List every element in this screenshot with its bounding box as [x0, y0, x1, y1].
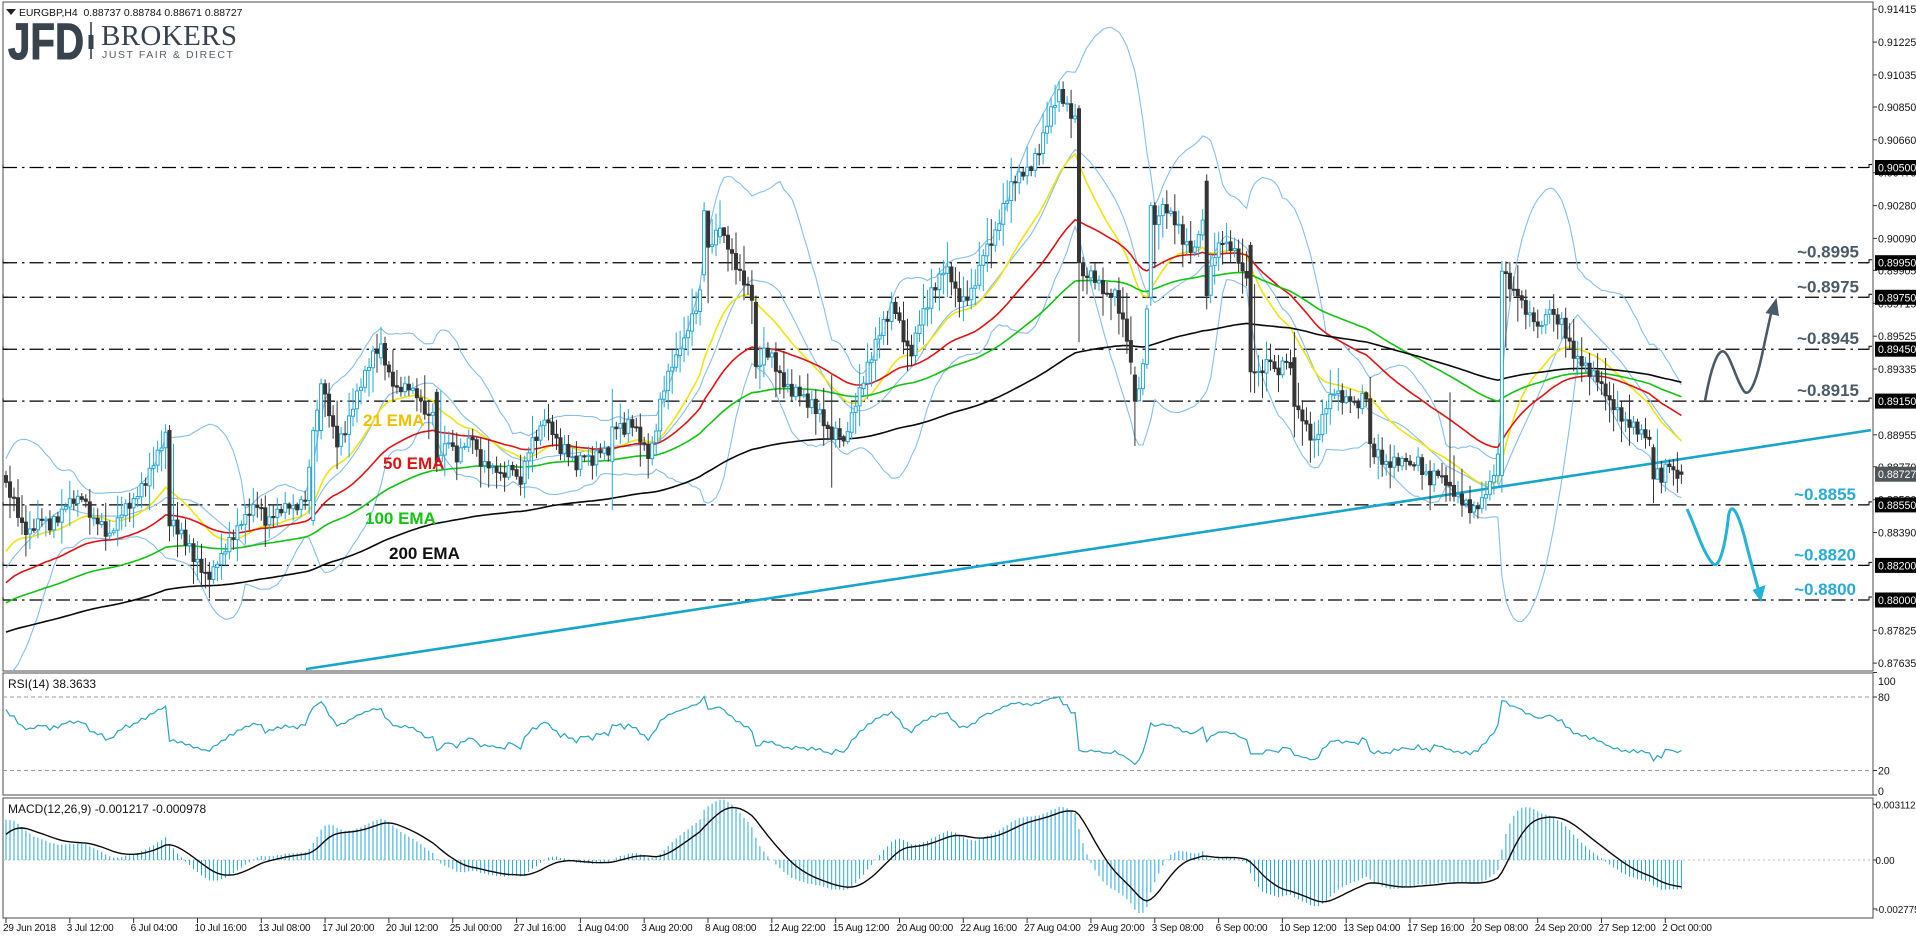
svg-text:~0.8855: ~0.8855: [1794, 485, 1856, 504]
svg-text:10 Sep 12:00: 10 Sep 12:00: [1279, 923, 1337, 934]
svg-text:~0.8820: ~0.8820: [1794, 545, 1856, 564]
svg-text:0.90280: 0.90280: [1878, 201, 1916, 213]
svg-text:0.89150: 0.89150: [1878, 396, 1916, 408]
svg-text:0.90850: 0.90850: [1878, 102, 1916, 114]
svg-text:0.90660: 0.90660: [1878, 135, 1916, 147]
svg-text:0.89335: 0.89335: [1878, 364, 1916, 376]
svg-text:100: 100: [1878, 676, 1896, 688]
svg-text:12 Aug 22:00: 12 Aug 22:00: [769, 923, 826, 934]
svg-text:0.88200: 0.88200: [1878, 560, 1916, 572]
svg-text:3 Sep 08:00: 3 Sep 08:00: [1152, 923, 1204, 934]
svg-text:27 Jul 16:00: 27 Jul 16:00: [514, 923, 567, 934]
svg-text:-0.002775: -0.002775: [1876, 905, 1916, 916]
svg-text:17 Jul 20:00: 17 Jul 20:00: [322, 923, 375, 934]
svg-text:0.91035: 0.91035: [1878, 70, 1916, 82]
svg-text:13 Sep 04:00: 13 Sep 04:00: [1343, 923, 1401, 934]
svg-text:0.91415: 0.91415: [1878, 4, 1916, 16]
svg-text:50 EMA: 50 EMA: [383, 454, 444, 473]
svg-text:200 EMA: 200 EMA: [389, 544, 460, 563]
svg-text:20: 20: [1878, 766, 1890, 778]
svg-text:6 Sep 00:00: 6 Sep 00:00: [1216, 923, 1268, 934]
svg-text:BROKERS: BROKERS: [101, 20, 237, 52]
svg-text:0.88727: 0.88727: [1878, 469, 1916, 481]
svg-text:20 Aug 00:00: 20 Aug 00:00: [897, 923, 954, 934]
svg-text:0.003112: 0.003112: [1876, 800, 1916, 811]
svg-text:0.88390: 0.88390: [1878, 528, 1916, 540]
svg-text:~0.8995: ~0.8995: [1797, 243, 1859, 262]
svg-text:27 Aug 04:00: 27 Aug 04:00: [1024, 923, 1081, 934]
svg-text:17 Sep 16:00: 17 Sep 16:00: [1407, 923, 1465, 934]
svg-text:MACD(12,26,9) -0.001217 -0.000: MACD(12,26,9) -0.001217 -0.000978: [8, 802, 206, 816]
svg-text:29 Aug 20:00: 29 Aug 20:00: [1088, 923, 1145, 934]
svg-text:0.88955: 0.88955: [1878, 430, 1916, 442]
svg-text:0.89950: 0.89950: [1878, 258, 1916, 270]
svg-text:27 Sep 12:00: 27 Sep 12:00: [1599, 923, 1657, 934]
svg-text:RSI(14) 38.3633: RSI(14) 38.3633: [8, 677, 96, 691]
svg-text:3 Jul 12:00: 3 Jul 12:00: [67, 923, 114, 934]
svg-text:0.90090: 0.90090: [1878, 233, 1916, 245]
svg-text:0.91225: 0.91225: [1878, 37, 1916, 49]
svg-text:10 Jul 16:00: 10 Jul 16:00: [195, 923, 248, 934]
svg-text:100 EMA: 100 EMA: [365, 509, 436, 528]
svg-text:6 Jul 04:00: 6 Jul 04:00: [131, 923, 178, 934]
svg-text:0.87825: 0.87825: [1878, 625, 1916, 637]
svg-text:JUST FAIR & DIRECT: JUST FAIR & DIRECT: [102, 49, 236, 61]
svg-text:0.89450: 0.89450: [1878, 344, 1916, 356]
svg-text:20 Sep 08:00: 20 Sep 08:00: [1471, 923, 1529, 934]
svg-text:21 EMA: 21 EMA: [363, 411, 424, 430]
svg-text:15 Aug 12:00: 15 Aug 12:00: [833, 923, 890, 934]
svg-text:~0.8800: ~0.8800: [1794, 580, 1856, 599]
svg-text:0: 0: [1878, 786, 1884, 798]
svg-text:20 Jul 12:00: 20 Jul 12:00: [386, 923, 439, 934]
svg-text:0.88550: 0.88550: [1878, 500, 1916, 512]
svg-text:0.89525: 0.89525: [1878, 331, 1916, 343]
svg-text:0.00: 0.00: [1876, 856, 1896, 867]
svg-text:13 Jul 08:00: 13 Jul 08:00: [258, 923, 311, 934]
svg-text:0.89750: 0.89750: [1878, 292, 1916, 304]
svg-text:2 Oct 00:00: 2 Oct 00:00: [1662, 923, 1712, 934]
svg-text:0.87635: 0.87635: [1878, 658, 1916, 670]
svg-text:0.88000: 0.88000: [1878, 595, 1916, 607]
svg-text:3 Aug 20:00: 3 Aug 20:00: [641, 923, 693, 934]
svg-text:0.90500: 0.90500: [1878, 163, 1916, 175]
svg-text:~0.8945: ~0.8945: [1797, 329, 1859, 348]
svg-text:1 Aug 04:00: 1 Aug 04:00: [577, 923, 629, 934]
svg-text:8 Aug 08:00: 8 Aug 08:00: [705, 923, 757, 934]
svg-text:80: 80: [1878, 692, 1890, 704]
svg-text:22 Aug 16:00: 22 Aug 16:00: [960, 923, 1017, 934]
svg-text:JFD: JFD: [8, 13, 84, 70]
svg-text:EURGBP,H4 0.88737 0.88784 0.8: EURGBP,H4 0.88737 0.88784 0.88671 0.8872…: [19, 8, 243, 19]
svg-text:~0.8915: ~0.8915: [1797, 381, 1859, 400]
svg-text:~0.8975: ~0.8975: [1797, 277, 1859, 296]
svg-text:24 Sep 20:00: 24 Sep 20:00: [1535, 923, 1593, 934]
svg-text:29 Jun 2018: 29 Jun 2018: [3, 923, 56, 934]
svg-text:25 Jul 00:00: 25 Jul 00:00: [450, 923, 503, 934]
